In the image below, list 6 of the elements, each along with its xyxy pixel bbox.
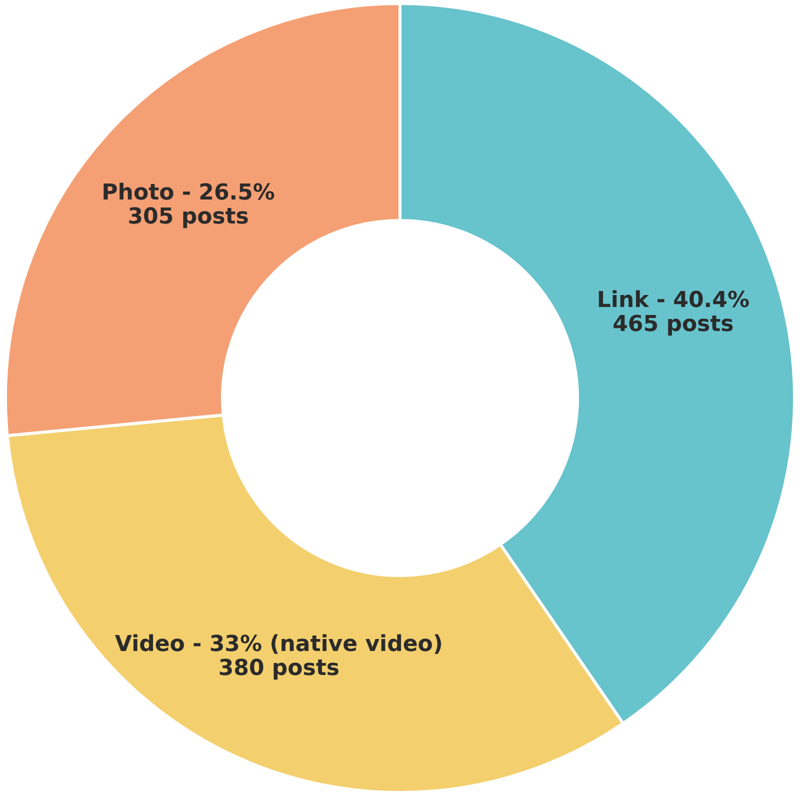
slice-label: Video - 33% (native video) [114,632,443,657]
data-label: 305 posts [128,204,249,230]
data-label: 465 posts [612,312,734,338]
data-label: 380 posts [218,656,340,681]
slice-label: Photo - 26.5% [102,180,275,206]
slice-label: Link - 40.4% [596,288,750,314]
